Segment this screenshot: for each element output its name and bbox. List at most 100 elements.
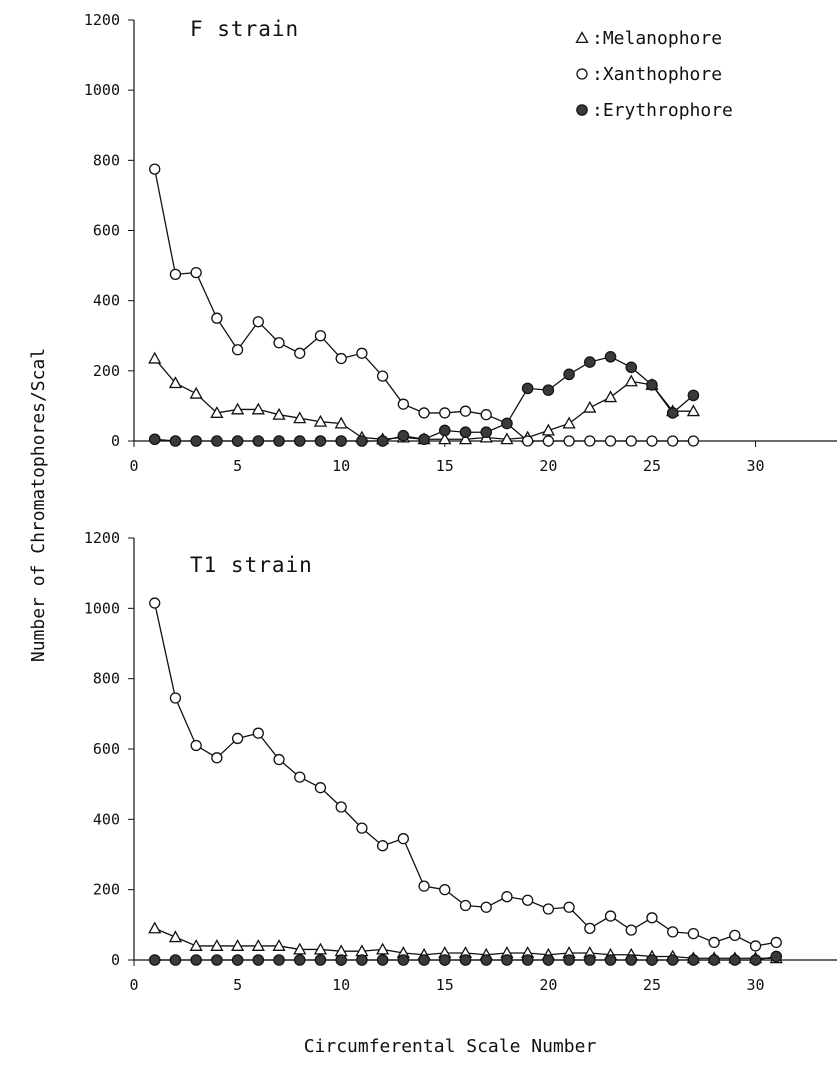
panel1-erythrophore-point: [563, 368, 575, 381]
panel1-erythrophore-point: [335, 435, 347, 447]
panel2-melanophore-point: [148, 921, 162, 934]
panel2-erythrophore-point: [148, 954, 161, 966]
panel2-melanophore-point: [376, 942, 390, 955]
panel2-xanthophore-point: [729, 929, 741, 942]
panel2-x-tick-label: 20: [539, 976, 557, 994]
panel2-xanthophore-point: [687, 927, 700, 940]
panel1-erythrophore-point: [666, 407, 679, 419]
panel2-erythrophore-point: [749, 954, 762, 966]
panel1-erythrophore-point: [687, 389, 700, 402]
panel2-erythrophore-point: [293, 954, 306, 966]
panel1-melanophore-point: [168, 376, 183, 389]
panel1-melanophore-point: [624, 374, 638, 387]
panel2-melanophore-point: [230, 939, 245, 951]
panel2-melanophore-point: [313, 942, 328, 955]
legend-label: :Erythrophore: [592, 100, 733, 121]
panel1-y-tick-label: 400: [93, 292, 120, 310]
panel2-erythrophore-point: [356, 954, 368, 966]
panel2-xanthophore-point: [584, 922, 596, 934]
panel2-x-tick-label: 25: [643, 976, 661, 994]
panel2-erythrophore-point: [252, 954, 265, 966]
panel1-xanthophore-point: [439, 407, 451, 419]
panel2-xanthophore-point: [335, 801, 347, 813]
panel2-xanthophore-point: [522, 894, 534, 906]
panel1-x-tick-label: 10: [332, 457, 350, 475]
panel2-x-tick-label: 30: [747, 976, 765, 994]
panel1-erythrophore-point: [376, 435, 389, 447]
panel2-erythrophore-point: [459, 954, 472, 966]
panel2-xanthophore-point: [169, 692, 182, 704]
panel2-xanthophore-point: [356, 822, 368, 834]
panel1-y-tick-label: 600: [93, 222, 120, 240]
panel1-erythrophore-point: [314, 435, 327, 447]
legend-marker-triangle: [575, 31, 589, 44]
panel2-melanophore-point: [293, 942, 307, 955]
panel2-erythrophore-point: [273, 954, 285, 966]
panel1-erythrophore-point: [625, 361, 638, 374]
panel1-xanthophore-point: [376, 370, 389, 382]
panel2-melanophore-point: [251, 939, 265, 951]
panel1-melanophore-point: [686, 404, 701, 417]
panel2-x-tick-label: 15: [436, 976, 454, 994]
panel2-x-tick-label: 5: [233, 976, 242, 994]
panel2-xanthophore-point: [314, 782, 327, 794]
panel1-melanophore-point: [272, 407, 286, 420]
panel1-xanthophore-point: [356, 347, 368, 359]
panel2-xanthophore-point: [480, 901, 492, 913]
panel2-erythrophore-point: [211, 954, 223, 966]
panel2-xanthophore-point: [149, 597, 161, 609]
panel1-erythrophore-point: [293, 435, 306, 447]
panel1-x-tick-label: 5: [233, 457, 242, 475]
panel2-xanthophore-point: [190, 739, 202, 752]
panel1-xanthophore-point: [542, 435, 555, 447]
panel1-y-tick-label: 800: [93, 151, 120, 169]
panel1-x-tick-label: 20: [539, 457, 557, 475]
panel2-erythrophore-point: [169, 954, 182, 966]
panel2-erythrophore-point: [729, 954, 741, 966]
panel2-erythrophore-point: [584, 954, 596, 966]
panel2-melanophore-point: [210, 939, 224, 951]
panel2-erythrophore-point: [397, 954, 410, 966]
panel1-xanthophore-point: [149, 163, 161, 175]
panel1-xanthophore-point: [687, 435, 700, 447]
panel1-erythrophore-point: [459, 426, 472, 439]
panel2-erythrophore-point: [501, 954, 513, 966]
panel1-erythrophore-point: [418, 433, 430, 446]
panel1-xanthophore-point: [646, 435, 658, 447]
panel1-x-tick-label: 15: [436, 457, 454, 475]
panel1-erythrophore-point: [273, 435, 285, 447]
panel1-xanthophore-point: [397, 398, 409, 410]
panel2-xanthophore-point: [563, 901, 575, 913]
panel2-y-tick-label: 1000: [84, 599, 120, 617]
panel1-xanthophore-point: [314, 330, 327, 342]
panel2-erythrophore-point: [687, 954, 700, 966]
panel1-xanthophore-point: [273, 337, 285, 349]
panel1-melanophore-point: [438, 432, 452, 445]
panel1-erythrophore-point: [584, 356, 596, 368]
panel1-x-tick-label: 25: [643, 457, 661, 475]
panel2-xanthophore-point: [646, 912, 658, 924]
panel1-xanthophore-point: [169, 268, 182, 281]
panel2-erythrophore-point: [231, 954, 244, 966]
panel1-melanophore-point: [251, 402, 265, 415]
panel2-erythrophore-point: [480, 954, 493, 966]
panel1-y-tick-label: 200: [93, 362, 120, 380]
panel2-erythrophore-point: [563, 954, 575, 966]
panel2-xanthophore-point: [749, 940, 762, 952]
panel1-melanophore-point: [148, 351, 162, 364]
panel2-x-tick-label: 10: [332, 976, 350, 994]
panel2-melanophore-point: [272, 939, 286, 951]
panel1-erythrophore-point: [231, 435, 244, 447]
panel1-xanthophore-point: [625, 435, 637, 447]
panel2-xanthophore-point: [459, 899, 472, 912]
panel1-melanophore-point: [313, 414, 328, 427]
panel2-title: T1 strain: [190, 553, 313, 577]
panel1-melanophore-point: [458, 432, 473, 445]
panel1-xanthophore-point: [335, 352, 347, 365]
panel2-melanophore-point: [168, 930, 183, 943]
legend-marker-circle-open: [576, 68, 588, 80]
panel1-title: F strain: [190, 17, 299, 41]
panel2-xanthophore-point: [604, 910, 617, 922]
